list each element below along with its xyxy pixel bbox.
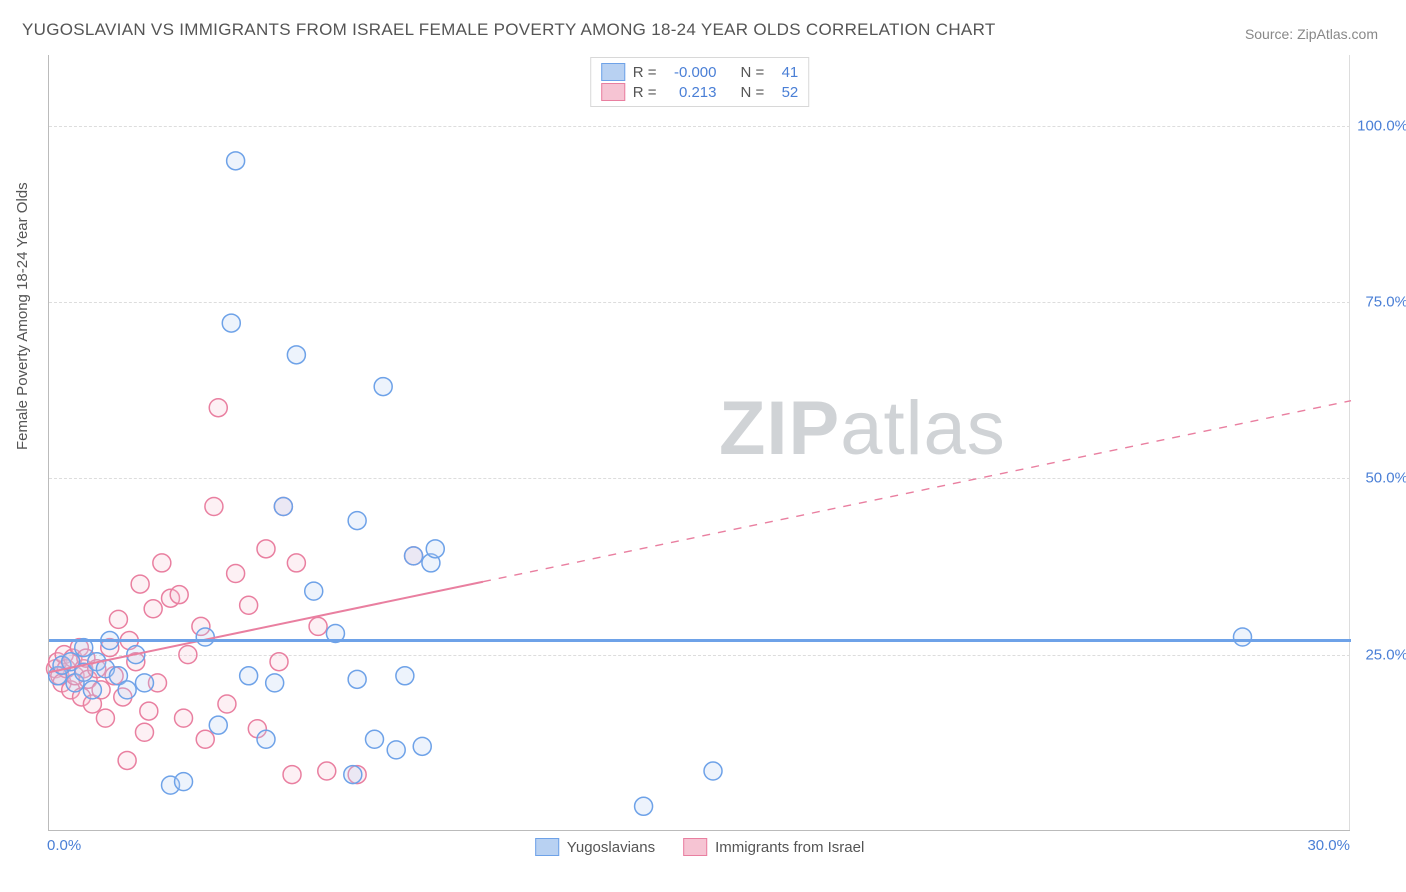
data-point — [309, 617, 327, 635]
legend-row-series-1: R = 0.213 N = 52 — [601, 82, 799, 102]
data-point — [270, 653, 288, 671]
data-point — [218, 695, 236, 713]
data-point — [318, 762, 336, 780]
data-point — [118, 751, 136, 769]
data-point — [635, 797, 653, 815]
data-point — [374, 378, 392, 396]
data-point — [348, 670, 366, 688]
plot-area: ZIPatlas 25.0%50.0%75.0%100.0% 0.0% 30.0… — [48, 55, 1350, 831]
data-point — [348, 512, 366, 530]
data-point — [366, 730, 384, 748]
data-point — [240, 667, 258, 685]
data-point — [305, 582, 323, 600]
data-point — [209, 399, 227, 417]
y-tick-label: 50.0% — [1354, 470, 1406, 487]
chart-title: YUGOSLAVIAN VS IMMIGRANTS FROM ISRAEL FE… — [22, 20, 996, 40]
data-point — [1234, 628, 1252, 646]
data-point — [387, 741, 405, 759]
legend-label: Immigrants from Israel — [715, 839, 864, 856]
r-label: R = — [633, 84, 657, 101]
y-axis-label: Female Poverty Among 18-24 Year Olds — [14, 182, 31, 450]
data-point — [344, 766, 362, 784]
x-tick-max: 30.0% — [1307, 837, 1350, 854]
source-label: Source: ZipAtlas.com — [1245, 26, 1378, 42]
r-label: R = — [633, 64, 657, 81]
legend-swatch-series-0 — [535, 838, 559, 856]
data-point — [205, 497, 223, 515]
data-point — [287, 346, 305, 364]
data-point — [274, 497, 292, 515]
data-point — [227, 565, 245, 583]
trend-line-extrapolated — [483, 401, 1351, 582]
data-point — [96, 709, 114, 727]
data-point — [109, 610, 127, 628]
legend-swatch-series-1 — [601, 83, 625, 101]
data-point — [170, 586, 188, 604]
data-point — [287, 554, 305, 572]
data-point — [179, 646, 197, 664]
legend-item-series-1: Immigrants from Israel — [683, 838, 864, 856]
scatter-svg — [49, 55, 1350, 830]
data-point — [196, 730, 214, 748]
data-point — [135, 674, 153, 692]
data-point — [222, 314, 240, 332]
data-point — [227, 152, 245, 170]
data-point — [135, 723, 153, 741]
data-point — [144, 600, 162, 618]
data-point — [283, 766, 301, 784]
data-point — [196, 628, 214, 646]
series-legend: Yugoslavians Immigrants from Israel — [535, 838, 865, 856]
data-point — [175, 773, 193, 791]
data-point — [153, 554, 171, 572]
data-point — [131, 575, 149, 593]
n-label: N = — [741, 64, 765, 81]
legend-item-series-0: Yugoslavians — [535, 838, 655, 856]
data-point — [83, 681, 101, 699]
legend-swatch-series-1 — [683, 838, 707, 856]
y-tick-label: 100.0% — [1354, 117, 1406, 134]
x-tick-0: 0.0% — [47, 837, 81, 854]
y-tick-label: 75.0% — [1354, 293, 1406, 310]
correlation-legend: R = -0.000 N = 41 R = 0.213 N = 52 — [590, 57, 810, 107]
data-point — [426, 540, 444, 558]
data-point — [396, 667, 414, 685]
n-value: 52 — [772, 84, 798, 101]
y-tick-label: 25.0% — [1354, 646, 1406, 663]
data-point — [704, 762, 722, 780]
data-point — [413, 737, 431, 755]
data-point — [257, 540, 275, 558]
data-point — [118, 681, 136, 699]
data-point — [209, 716, 227, 734]
legend-swatch-series-0 — [601, 63, 625, 81]
n-value: 41 — [772, 64, 798, 81]
data-point — [240, 596, 258, 614]
data-point — [405, 547, 423, 565]
legend-row-series-0: R = -0.000 N = 41 — [601, 62, 799, 82]
r-value: -0.000 — [665, 64, 717, 81]
n-label: N = — [741, 84, 765, 101]
legend-label: Yugoslavians — [567, 839, 655, 856]
data-point — [175, 709, 193, 727]
data-point — [140, 702, 158, 720]
r-value: 0.213 — [665, 84, 717, 101]
data-point — [266, 674, 284, 692]
data-point — [257, 730, 275, 748]
